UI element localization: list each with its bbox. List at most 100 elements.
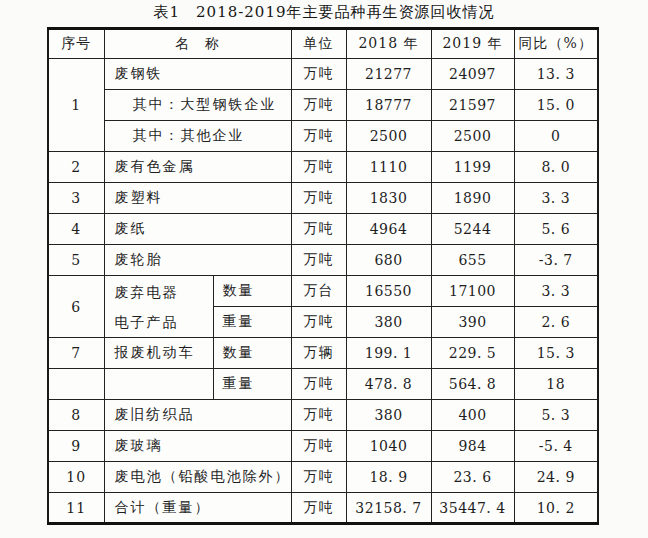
cell-unit: 万吨 — [291, 462, 346, 493]
cell-2018: 1040 — [346, 431, 431, 462]
cell-no: 9 — [48, 431, 104, 462]
table-row-total: 11 合计（重量） 万吨 32158. 7 35447. 4 10. 2 — [48, 493, 598, 524]
cell-unit: 万吨 — [291, 245, 346, 276]
table-row: 6 废弃电器 电子产品 数量 万台 16550 17100 3. 3 — [48, 276, 598, 307]
cell-yoy: 5. 3 — [514, 400, 598, 431]
cell-2019: 35447. 4 — [431, 493, 514, 524]
cell-2018: 32158. 7 — [346, 493, 431, 524]
cell-2019: 24097 — [431, 59, 514, 90]
cell-unit: 万吨 — [291, 400, 346, 431]
cell-unit: 万吨 — [291, 307, 346, 338]
header-no: 序号 — [48, 29, 104, 59]
document-page: 表1 2018-2019年主要品种再生资源回收情况 序号 名 称 单位 2018… — [0, 0, 648, 538]
cell-name: 废弃电器 电子产品 — [104, 276, 213, 338]
cell-2018: 2500 — [346, 121, 431, 152]
cell-unit: 万吨 — [291, 183, 346, 214]
cell-subtype: 数量 — [213, 276, 291, 307]
cell-yoy: 3. 3 — [514, 183, 598, 214]
cell-name: 废有色金属 — [104, 152, 291, 183]
table-row: 7 报废机动车 数量 万辆 199. 1 229. 5 15. 3 — [48, 338, 598, 369]
cell-yoy: 18 — [514, 369, 598, 400]
recycling-table: 序号 名 称 单位 2018 年 2019 年 同比（%） 1 废钢铁 万吨 2… — [47, 27, 599, 525]
cell-2019: 21597 — [431, 90, 514, 121]
cell-name — [104, 369, 213, 400]
cell-yoy: 24. 9 — [514, 462, 598, 493]
cell-2018: 16550 — [346, 276, 431, 307]
cell-unit: 万吨 — [291, 369, 346, 400]
cell-name: 合计（重量） — [104, 493, 291, 524]
cell-no: 2 — [48, 152, 104, 183]
table-row: 1 废钢铁 万吨 21277 24097 13. 3 — [48, 59, 598, 90]
cell-2018: 380 — [346, 400, 431, 431]
cell-2019: 5244 — [431, 214, 514, 245]
cell-2019: 564. 8 — [431, 369, 514, 400]
table-row: 2 废有色金属 万吨 1110 1199 8. 0 — [48, 152, 598, 183]
table-row: 5 废轮胎 万吨 680 655 -3. 7 — [48, 245, 598, 276]
table-header-row: 序号 名 称 单位 2018 年 2019 年 同比（%） — [48, 29, 598, 59]
cell-yoy: 15. 3 — [514, 338, 598, 369]
cell-subtype: 数量 — [213, 338, 291, 369]
cell-unit: 万吨 — [291, 431, 346, 462]
cell-name: 废钢铁 — [104, 59, 291, 90]
cell-2019: 1199 — [431, 152, 514, 183]
table-row: 3 废塑料 万吨 1830 1890 3. 3 — [48, 183, 598, 214]
cell-2019: 17100 — [431, 276, 514, 307]
cell-2018: 1110 — [346, 152, 431, 183]
cell-no: 4 — [48, 214, 104, 245]
header-unit: 单位 — [291, 29, 346, 59]
cell-no: 6 — [48, 276, 104, 338]
header-name: 名 称 — [104, 29, 291, 59]
table-title: 表1 2018-2019年主要品种再生资源回收情况 — [0, 3, 648, 22]
cell-name: 废轮胎 — [104, 245, 291, 276]
cell-no: 11 — [48, 493, 104, 524]
cell-name: 废玻璃 — [104, 431, 291, 462]
cell-yoy: 2. 6 — [514, 307, 598, 338]
cell-no: 7 — [48, 338, 104, 369]
cell-yoy: -5. 4 — [514, 431, 598, 462]
table-row: 其中：大型钢铁企业 万吨 18777 21597 15. 0 — [48, 90, 598, 121]
cell-unit: 万吨 — [291, 152, 346, 183]
cell-unit: 万吨 — [291, 493, 346, 524]
cell-2019: 390 — [431, 307, 514, 338]
cell-name: 废电池（铅酸电池除外） — [104, 462, 291, 493]
cell-yoy: 0 — [514, 121, 598, 152]
header-2018: 2018 年 — [346, 29, 431, 59]
cell-yoy: 15. 0 — [514, 90, 598, 121]
cell-unit: 万吨 — [291, 214, 346, 245]
cell-unit: 万吨 — [291, 121, 346, 152]
cell-unit: 万吨 — [291, 59, 346, 90]
cell-2019: 229. 5 — [431, 338, 514, 369]
cell-yoy: 10. 2 — [514, 493, 598, 524]
table-row: 重量 万吨 478. 8 564. 8 18 — [48, 369, 598, 400]
cell-yoy: 5. 6 — [514, 214, 598, 245]
cell-no: 10 — [48, 462, 104, 493]
cell-2018: 18. 9 — [346, 462, 431, 493]
header-yoy: 同比（%） — [514, 29, 598, 59]
cell-yoy: 8. 0 — [514, 152, 598, 183]
cell-no — [48, 369, 104, 400]
table-row: 4 废纸 万吨 4964 5244 5. 6 — [48, 214, 598, 245]
cell-name: 废旧纺织品 — [104, 400, 291, 431]
header-2019: 2019 年 — [431, 29, 514, 59]
cell-yoy: 3. 3 — [514, 276, 598, 307]
cell-subtype: 重量 — [213, 369, 291, 400]
cell-2019: 23. 6 — [431, 462, 514, 493]
cell-unit: 万吨 — [291, 90, 346, 121]
cell-no: 1 — [48, 59, 104, 152]
cell-2019: 984 — [431, 431, 514, 462]
table-row: 9 废玻璃 万吨 1040 984 -5. 4 — [48, 431, 598, 462]
cell-2018: 478. 8 — [346, 369, 431, 400]
cell-2018: 1830 — [346, 183, 431, 214]
cell-name: 报废机动车 — [104, 338, 213, 369]
cell-2018: 680 — [346, 245, 431, 276]
cell-2018: 4964 — [346, 214, 431, 245]
cell-2018: 199. 1 — [346, 338, 431, 369]
cell-2019: 400 — [431, 400, 514, 431]
cell-2019: 1890 — [431, 183, 514, 214]
cell-name: 其中：其他企业 — [104, 121, 291, 152]
cell-unit: 万台 — [291, 276, 346, 307]
cell-name: 废纸 — [104, 214, 291, 245]
cell-no: 8 — [48, 400, 104, 431]
cell-unit: 万辆 — [291, 338, 346, 369]
cell-name: 废塑料 — [104, 183, 291, 214]
